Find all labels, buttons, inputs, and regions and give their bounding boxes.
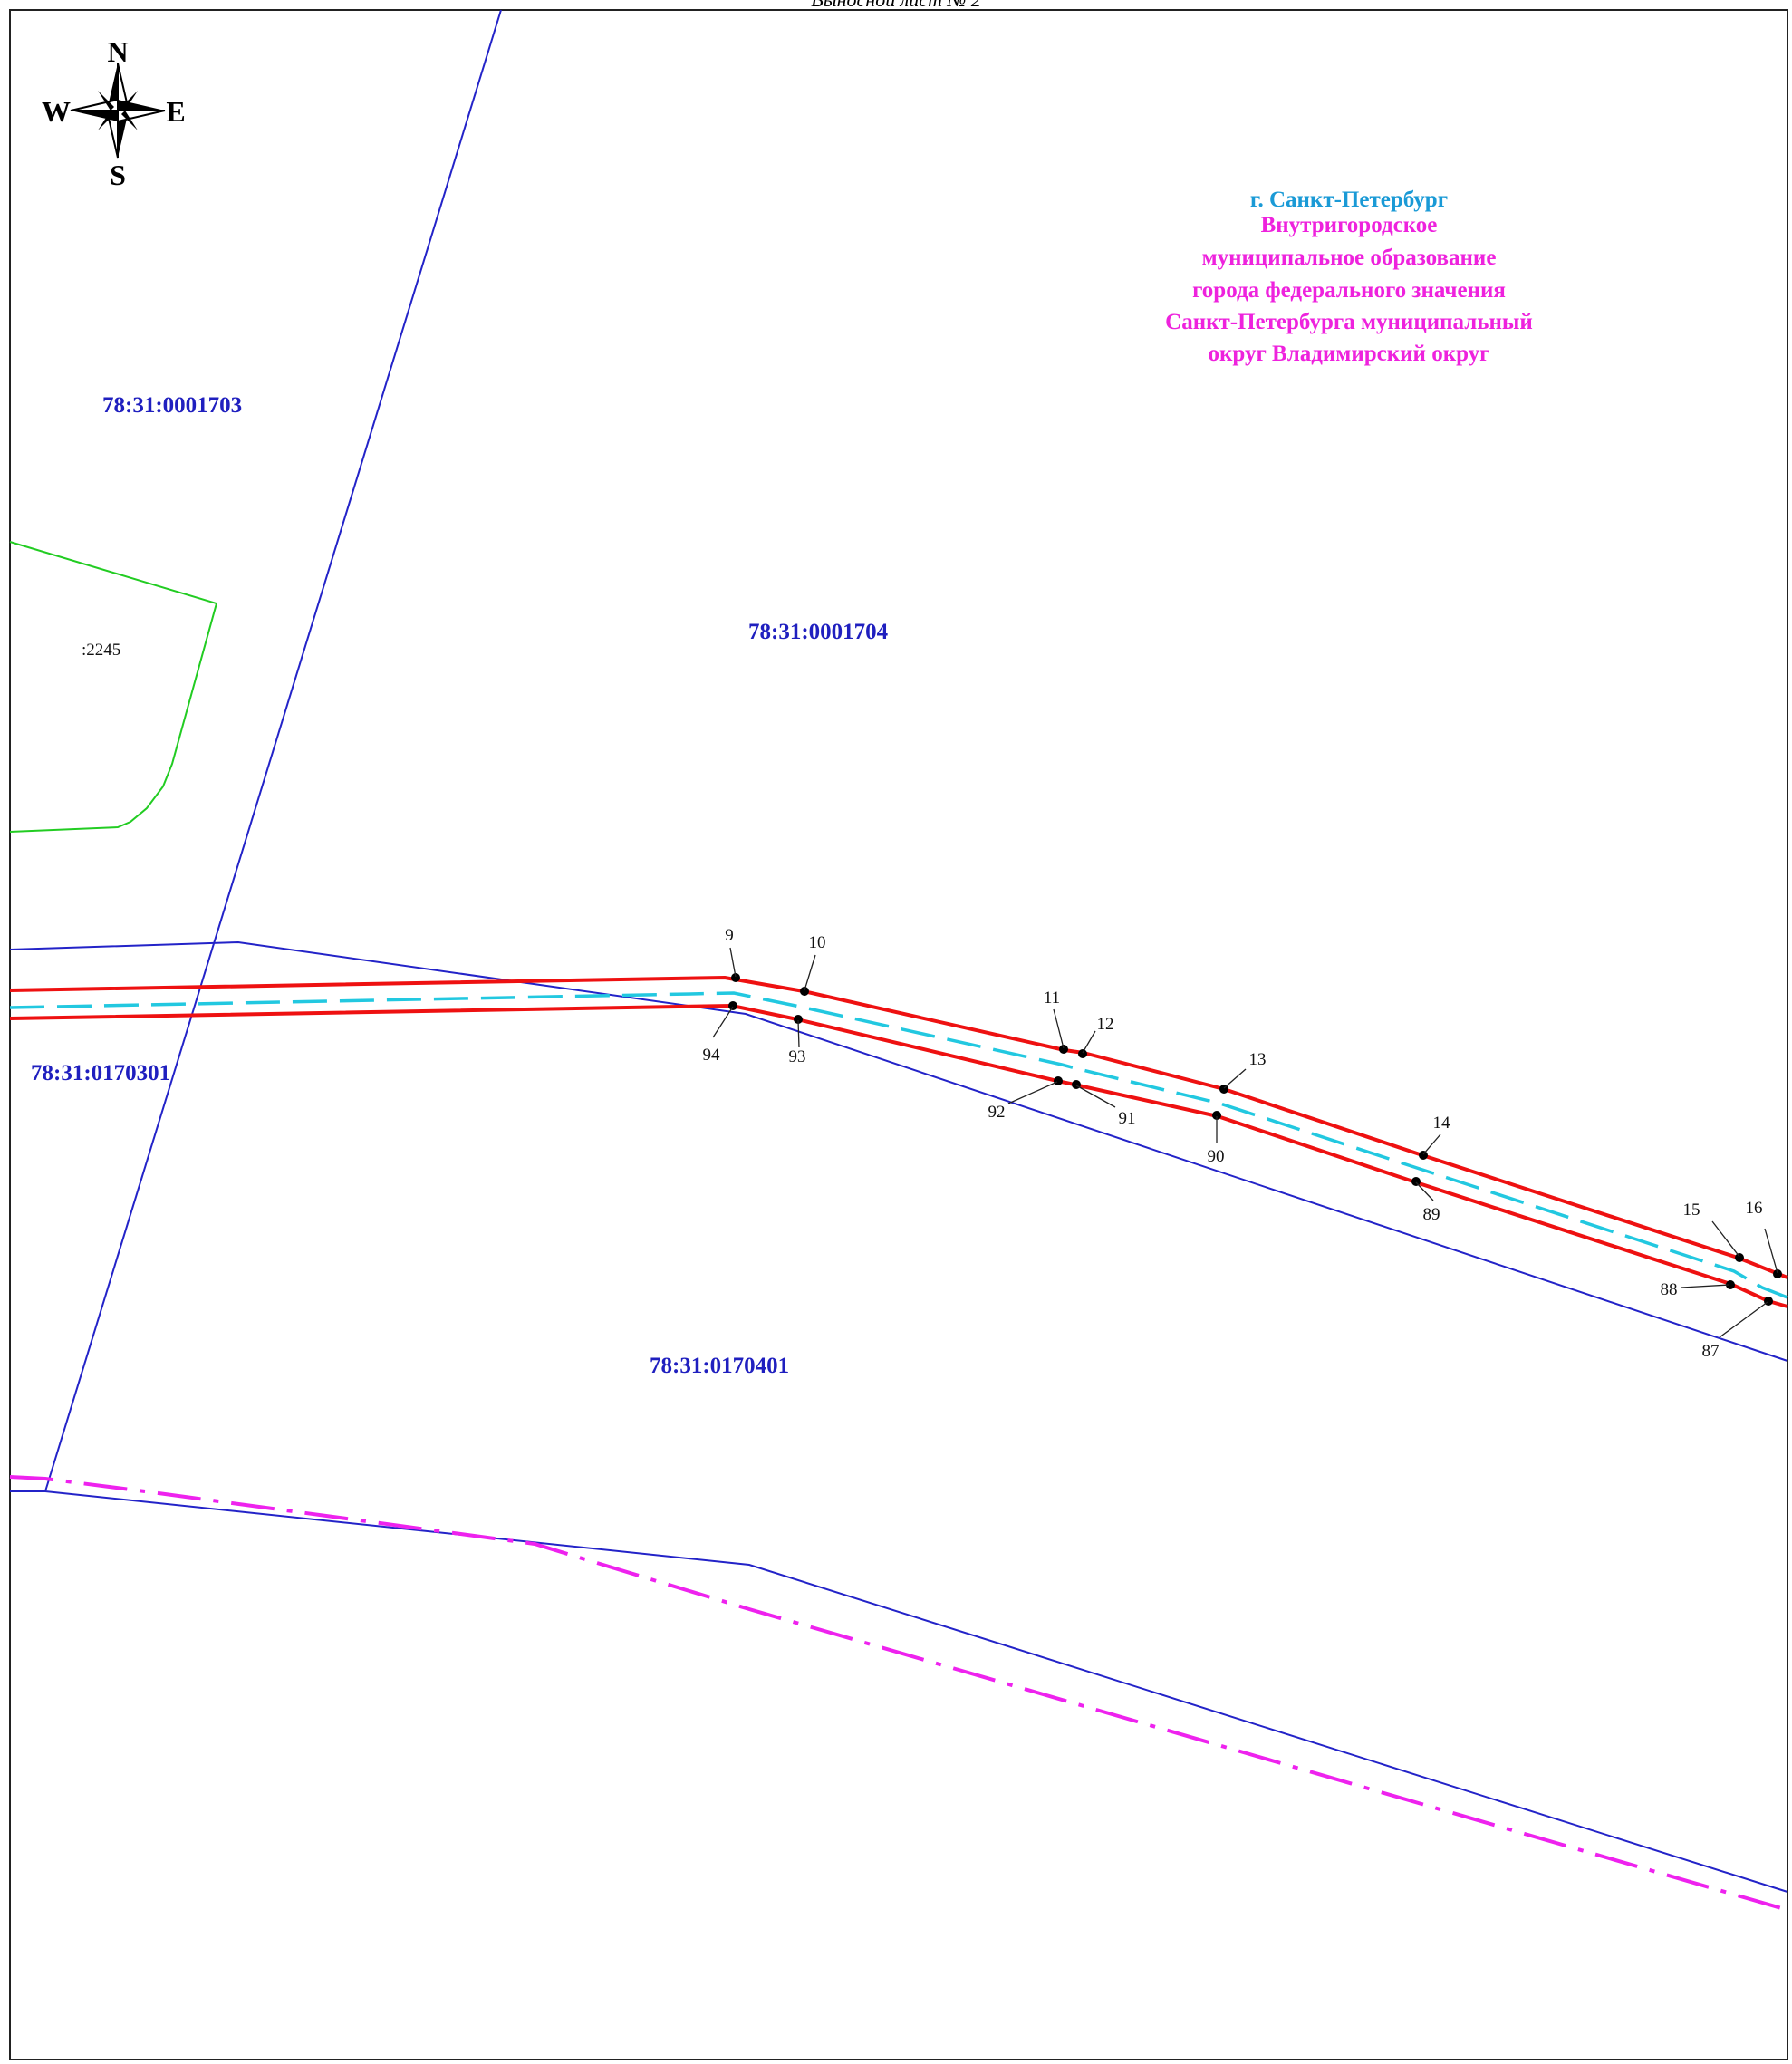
point-label-88: 88 <box>1661 1280 1678 1299</box>
cadastral-label-0170401: 78:31:0170401 <box>650 1354 789 1378</box>
point-label-94: 94 <box>703 1046 721 1065</box>
point-label-92: 92 <box>988 1103 1006 1122</box>
zone-upper-line <box>9 976 1788 1279</box>
point-label-15: 15 <box>1683 1201 1700 1220</box>
point-93-marker <box>794 1015 803 1024</box>
parcel-boundary-2245 <box>9 541 218 833</box>
point-11-marker <box>1059 1045 1068 1054</box>
municipality-line-1: Внутригородское <box>1261 213 1438 237</box>
municipality-line-5: округ Владимирский округ <box>1208 342 1489 366</box>
point-label-87: 87 <box>1702 1342 1720 1361</box>
point-label-93: 93 <box>789 1047 806 1066</box>
municipality-line-3: города федерального значения <box>1192 278 1506 303</box>
compass-south-label: S <box>110 159 126 191</box>
point-10-marker <box>800 987 809 996</box>
cadastral-boundaries <box>9 9 1788 1893</box>
zone-boundaries <box>9 976 1788 1308</box>
point-label-16: 16 <box>1746 1199 1763 1218</box>
compass-west-label: W <box>42 95 71 128</box>
point-15-marker <box>1735 1253 1744 1262</box>
point-label-12: 12 <box>1097 1015 1114 1034</box>
point-label-14: 14 <box>1433 1114 1451 1133</box>
point-88-marker <box>1726 1280 1735 1289</box>
cadastral-label-0170301: 78:31:0170301 <box>31 1061 170 1085</box>
sheet-frame <box>9 9 1788 2060</box>
municipality-line-4: Санкт-Петербурга муниципальный <box>1165 310 1533 334</box>
parcel-label-2245: :2245 <box>82 641 120 660</box>
point-90-marker <box>1212 1111 1221 1120</box>
point-89-marker <box>1411 1177 1421 1186</box>
sheet-title: Выносной лист № 2 <box>811 0 980 11</box>
point-leaders <box>712 947 1778 1338</box>
municipal-boundary-line <box>9 1475 1788 1912</box>
point-94-marker <box>728 1001 737 1010</box>
city-label: г. Санкт-Петербург <box>1250 188 1448 212</box>
municipality-line-2: муниципальное образование <box>1202 246 1497 270</box>
boundary-line-upper <box>9 940 1788 1362</box>
point-label-90: 90 <box>1208 1147 1225 1166</box>
point-12-marker <box>1078 1049 1087 1058</box>
point-label-9: 9 <box>725 926 734 945</box>
survey-points <box>728 973 1782 1306</box>
zone-lower-line <box>9 1004 1788 1308</box>
point-16-marker <box>1773 1269 1782 1278</box>
cadastral-label-0001704: 78:31:0001704 <box>748 620 889 644</box>
point-label-13: 13 <box>1249 1050 1267 1069</box>
cadastral-label-0001703: 78:31:0001703 <box>102 393 242 418</box>
boundary-line-lower <box>10 1490 1788 1893</box>
compass-north-label: N <box>107 35 128 68</box>
point-label-91: 91 <box>1119 1109 1136 1128</box>
point-92-marker <box>1054 1076 1063 1085</box>
point-label-89: 89 <box>1423 1205 1440 1224</box>
boundary-line-diagonal <box>44 9 502 1492</box>
point-14-marker <box>1419 1151 1428 1160</box>
compass-east-label: E <box>166 95 185 128</box>
compass-rose-icon <box>70 63 166 159</box>
point-label-11: 11 <box>1044 989 1060 1008</box>
point-9-marker <box>731 973 740 982</box>
axis-line <box>9 991 1788 1299</box>
point-label-10: 10 <box>809 933 826 952</box>
